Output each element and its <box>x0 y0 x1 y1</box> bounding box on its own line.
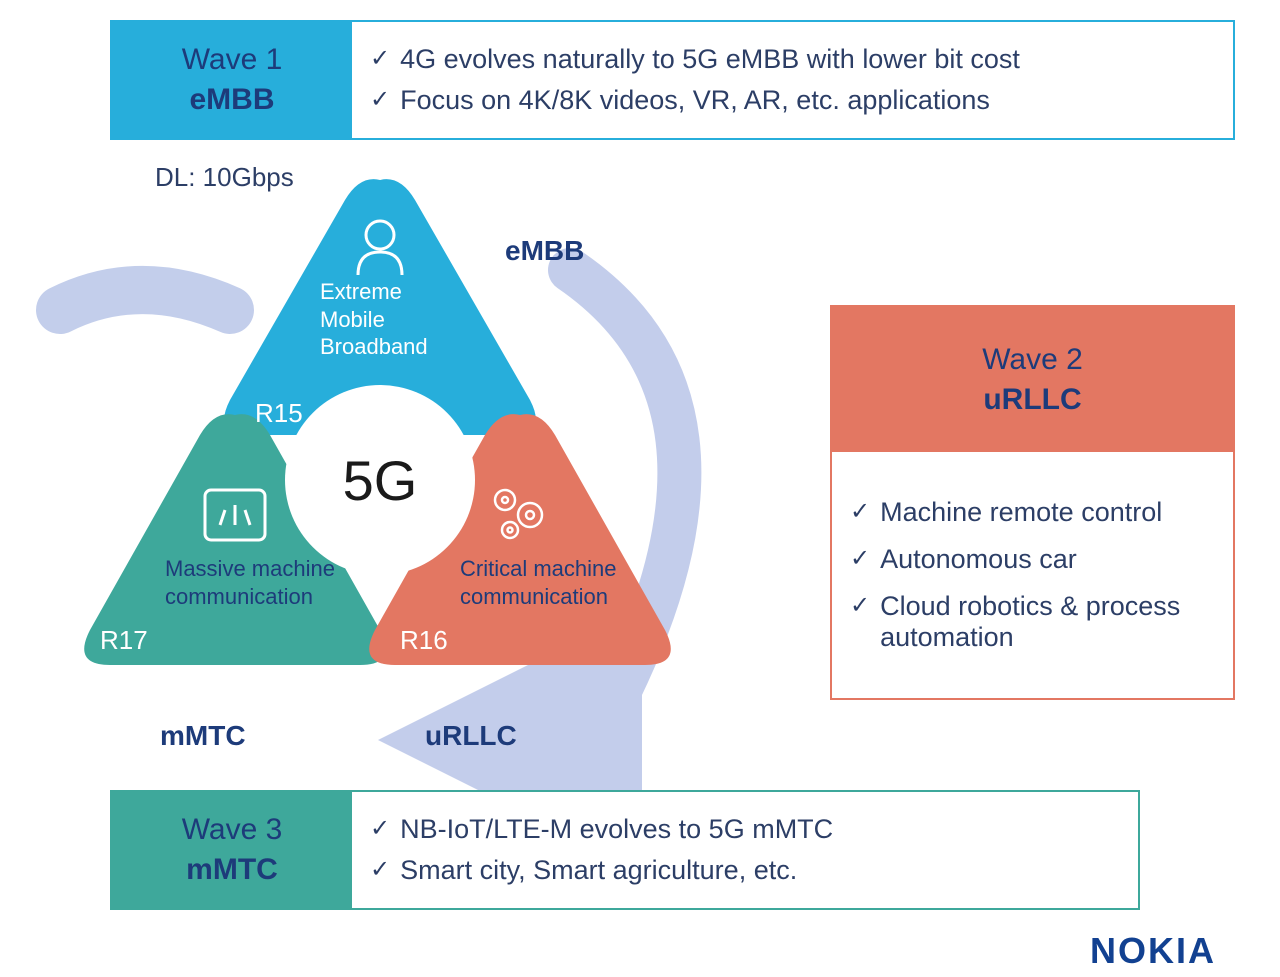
triangle-mmtc-text: Massive machine communication <box>165 555 355 610</box>
triangle-mmtc-label: mMTC <box>160 720 246 752</box>
wave2-bullet-0-text: Machine remote control <box>880 497 1162 528</box>
triangle-embb-release: R15 <box>255 398 303 429</box>
wave2-bullet-2: ✓ Cloud robotics & process automation <box>850 591 1215 653</box>
wave3-box: Wave 3 mMTC ✓ NB-IoT/LTE-M evolves to 5G… <box>110 790 1140 910</box>
wave2-acronym: uRLLC <box>983 383 1081 417</box>
triangle-urllc-text: Critical machine communication <box>460 555 660 610</box>
check-icon: ✓ <box>850 544 870 574</box>
wave3-bullets: ✓ NB-IoT/LTE-M evolves to 5G mMTC ✓ Smar… <box>352 792 1138 908</box>
wave3-bullet-1-text: Smart city, Smart agriculture, etc. <box>400 855 797 886</box>
triangle-urllc-release: R16 <box>400 625 448 656</box>
triangle-urllc-label: uRLLC <box>425 720 517 752</box>
wave3-acronym: mMTC <box>186 853 278 887</box>
wave3-bullet-0-text: NB-IoT/LTE-M evolves to 5G mMTC <box>400 814 833 845</box>
wave3-bullet-1: ✓ Smart city, Smart agriculture, etc. <box>370 855 1120 886</box>
wave2-title: Wave 2 <box>982 343 1083 377</box>
check-icon: ✓ <box>850 591 870 621</box>
check-icon: ✓ <box>370 855 390 885</box>
wave2-bullet-1-text: Autonomous car <box>880 544 1077 575</box>
wave2-box: Wave 2 uRLLC ✓ Machine remote control ✓ … <box>830 305 1235 700</box>
wave2-bullet-0: ✓ Machine remote control <box>850 497 1215 528</box>
triangle-embb-text: Extreme Mobile Broadband <box>320 278 460 361</box>
wave2-bullets: ✓ Machine remote control ✓ Autonomous ca… <box>832 452 1233 698</box>
triangle-embb-label: eMBB <box>505 235 584 267</box>
triangle-mmtc-release: R17 <box>100 625 148 656</box>
center-circle: 5G <box>285 385 475 575</box>
wave2-header: Wave 2 uRLLC <box>832 307 1233 452</box>
center-5g-label: 5G <box>343 448 418 513</box>
wave3-header: Wave 3 mMTC <box>112 792 352 908</box>
wave2-bullet-1: ✓ Autonomous car <box>850 544 1215 575</box>
wave3-title: Wave 3 <box>182 813 283 847</box>
wave3-bullet-0: ✓ NB-IoT/LTE-M evolves to 5G mMTC <box>370 814 1120 845</box>
check-icon: ✓ <box>370 814 390 844</box>
wave2-bullet-2-text: Cloud robotics & process automation <box>880 591 1215 653</box>
check-icon: ✓ <box>850 497 870 527</box>
nokia-logo: NOKIA <box>1090 930 1216 972</box>
